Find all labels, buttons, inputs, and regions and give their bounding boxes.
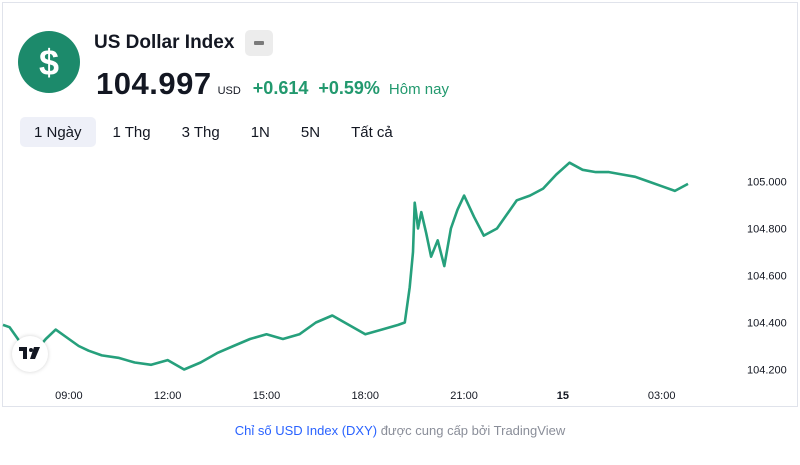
tab-1-month[interactable]: 1 Thg	[112, 123, 151, 141]
y-tick-label: 105.000	[747, 177, 787, 189]
minus-icon	[254, 41, 264, 45]
tradingview-logo-icon[interactable]	[12, 336, 48, 372]
tab-all[interactable]: Tất cả	[351, 123, 393, 141]
tab-5-years[interactable]: 5N	[300, 123, 321, 141]
attribution-suffix: được cung cấp bởi TradingView	[377, 423, 566, 438]
x-tick-label: 21:00	[450, 390, 478, 402]
x-tick-label: 03:00	[648, 390, 676, 402]
period-label: Hôm nay	[388, 81, 449, 98]
price-change-percent: +0.59%	[318, 78, 380, 98]
range-tabs: 1 Ngày 1 Thg 3 Thg 1N 5N Tất cả	[20, 117, 410, 147]
currency-label: USD	[217, 85, 241, 97]
tab-1-year[interactable]: 1N	[250, 123, 270, 141]
price-chart[interactable]: 104.200 104.400 104.600 104.800 105.000 09:00…	[0, 0, 800, 410]
x-tick-label: 15:00	[253, 390, 281, 402]
tv-mark-icon	[19, 347, 40, 359]
y-tick-label: 104.400	[747, 318, 787, 330]
tradingview-widget	[2, 2, 798, 407]
y-tick-label: 104.800	[747, 224, 787, 236]
y-tick-label: 104.200	[747, 365, 787, 377]
instrument-title[interactable]: US Dollar Index	[94, 32, 235, 53]
tab-1-day[interactable]: 1 Ngày	[20, 117, 96, 147]
dollar-icon: $	[39, 42, 59, 83]
dollar-logo-icon: $	[18, 31, 80, 93]
y-tick-label: 104.600	[747, 271, 787, 283]
attribution-link[interactable]: Chỉ số USD Index (DXY)	[234, 423, 378, 438]
x-tick-label: 15	[557, 390, 569, 402]
price-row: 104.997 USD +0.614 +0.59% Hôm nay	[96, 66, 449, 102]
x-tick-label: 09:00	[55, 390, 83, 402]
price-series-line[interactable]	[2, 161, 689, 371]
x-tick-label: 12:00	[154, 390, 182, 402]
more-button[interactable]	[245, 30, 273, 56]
x-tick-label: 18:00	[352, 390, 380, 402]
tab-3-months[interactable]: 3 Thg	[181, 123, 220, 141]
price-change: +0.614	[252, 78, 309, 98]
price-value: 104.997	[96, 66, 212, 101]
svg-text:$: $	[39, 42, 59, 83]
attribution: Chỉ số USD Index (DXY) được cung cấp bởi…	[0, 423, 800, 438]
